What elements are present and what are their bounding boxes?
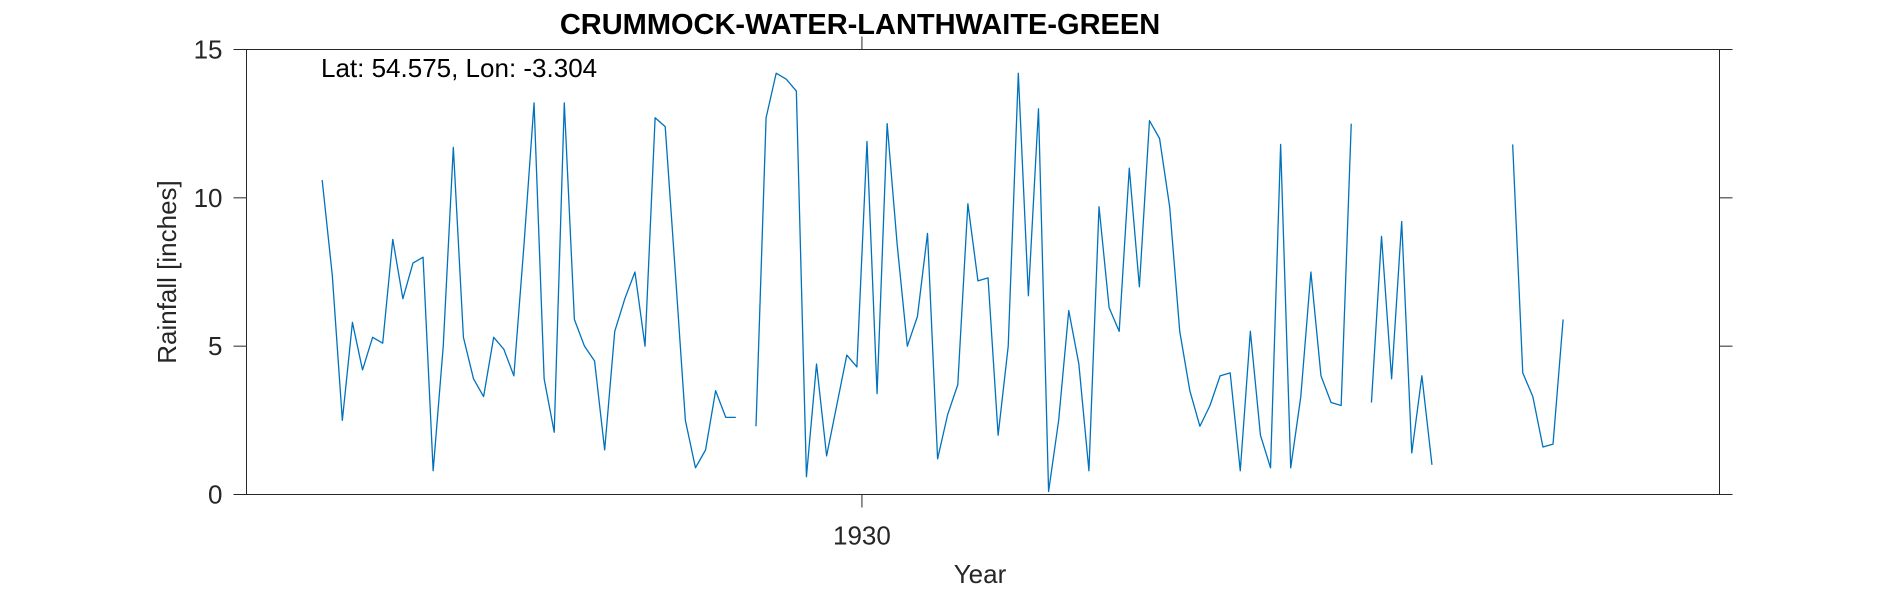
chart-title: CRUMMOCK-WATER-LANTHWAITE-GREEN xyxy=(560,9,1160,41)
y-tick-label: 0 xyxy=(208,480,222,510)
location-annotation: Lat: 54.575, Lon: -3.304 xyxy=(321,53,597,83)
plot-area xyxy=(246,49,1720,495)
x-axis-label: Year xyxy=(954,559,1007,589)
y-tick-label: 15 xyxy=(194,35,223,65)
y-tick-label: 10 xyxy=(194,183,223,213)
series-line xyxy=(321,72,1564,493)
series-group xyxy=(321,72,1564,493)
axis-ticks xyxy=(233,36,1733,508)
x-tick-label: 1930 xyxy=(833,521,891,551)
y-tick-label: 5 xyxy=(208,331,222,361)
axis-tick-labels: 0 5 10 15 1930 xyxy=(194,35,891,551)
y-axis-label: Rainfall [inches] xyxy=(152,180,182,364)
